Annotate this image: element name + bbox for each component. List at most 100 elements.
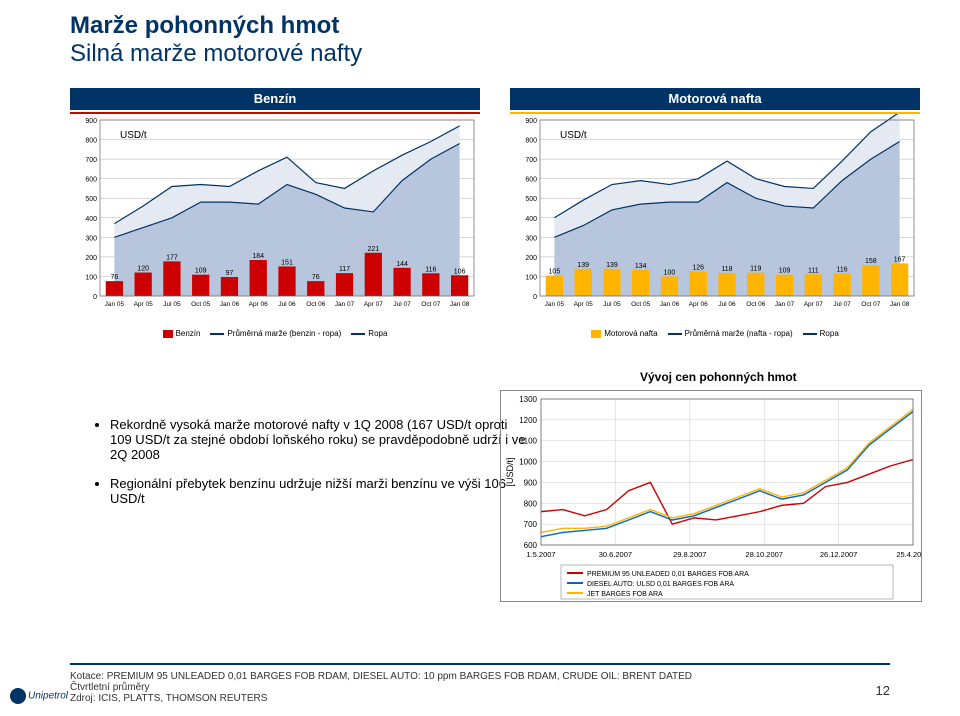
svg-text:100: 100	[525, 274, 537, 281]
svg-text:900: 900	[525, 118, 537, 125]
svg-text:167: 167	[894, 256, 906, 263]
svg-text:700: 700	[524, 520, 538, 529]
svg-text:700: 700	[85, 157, 97, 164]
svg-text:Oct 07: Oct 07	[861, 301, 881, 308]
footer-block: Kotace: PREMIUM 95 UNLEADED 0,01 BARGES …	[70, 663, 890, 704]
svg-text:139: 139	[577, 262, 589, 269]
svg-text:106: 106	[454, 268, 466, 275]
svg-text:Oct 06: Oct 06	[746, 301, 766, 308]
svg-text:Apr 05: Apr 05	[574, 301, 594, 308]
svg-text:109: 109	[779, 268, 791, 275]
svg-text:PREMIUM 95 UNLEADED 0,01 BARGE: PREMIUM 95 UNLEADED 0,01 BARGES FOB ARA	[587, 571, 749, 578]
svg-text:Jul 06: Jul 06	[278, 301, 296, 308]
footer-line2: Čtvrtletní průměry	[70, 682, 890, 693]
bullet-item: Regionální přebytek benzínu udržuje nižš…	[110, 476, 530, 506]
svg-text:800: 800	[85, 138, 97, 145]
footer-line3: Zdroj: ICIS, PLATTS, THOMSON REUTERS	[70, 693, 890, 704]
svg-text:97: 97	[226, 270, 234, 277]
svg-text:600: 600	[525, 177, 537, 184]
svg-text:Jan 06: Jan 06	[220, 301, 240, 308]
chart-benzin-legend: BenzínPrůměrná marže (benzin - ropa)Ropa	[70, 329, 480, 338]
svg-text:700: 700	[525, 157, 537, 164]
svg-text:0: 0	[93, 294, 97, 301]
svg-text:USD/t: USD/t	[120, 130, 147, 141]
svg-text:[USD/t]: [USD/t]	[505, 457, 515, 486]
logo-unipetrol: Unipetrol	[10, 688, 68, 704]
svg-text:0: 0	[533, 294, 537, 301]
svg-text:USD/t: USD/t	[560, 130, 587, 141]
svg-text:100: 100	[85, 274, 97, 281]
svg-text:Jul 07: Jul 07	[393, 301, 411, 308]
svg-text:184: 184	[252, 253, 264, 260]
svg-text:134: 134	[635, 263, 647, 270]
svg-text:109: 109	[195, 268, 207, 275]
vyvoj-title: Vývoj cen pohonných hmot	[640, 370, 797, 384]
svg-text:1000: 1000	[519, 458, 537, 467]
svg-text:Apr 07: Apr 07	[364, 301, 384, 308]
svg-text:900: 900	[524, 478, 538, 487]
svg-text:105: 105	[549, 268, 561, 275]
svg-text:Oct 06: Oct 06	[306, 301, 326, 308]
svg-text:100: 100	[664, 269, 676, 276]
svg-text:300: 300	[525, 235, 537, 242]
svg-text:118: 118	[721, 266, 732, 273]
svg-text:26.12.2007: 26.12.2007	[820, 550, 858, 559]
svg-text:151: 151	[281, 259, 293, 266]
page-number: 12	[876, 683, 890, 698]
svg-text:76: 76	[110, 274, 118, 281]
svg-text:139: 139	[606, 262, 618, 269]
svg-text:JET BARGES FOB ARA: JET BARGES FOB ARA	[587, 591, 663, 598]
svg-text:1100: 1100	[520, 437, 538, 446]
bullet-list: Rekordně vysoká marže motorové nafty v 1…	[70, 417, 530, 520]
title-line1: Marže pohonných hmot	[70, 12, 362, 40]
svg-text:Jul 07: Jul 07	[833, 301, 851, 308]
bullet-item: Rekordně vysoká marže motorové nafty v 1…	[110, 417, 530, 462]
footer-line1: Kotace: PREMIUM 95 UNLEADED 0,01 BARGES …	[70, 671, 890, 682]
svg-text:1300: 1300	[519, 395, 537, 404]
svg-text:30.6.2007: 30.6.2007	[599, 550, 632, 559]
svg-text:76: 76	[312, 274, 320, 281]
svg-text:800: 800	[524, 499, 538, 508]
chart-nafta: Motorová nafta 0100200300400500600700800…	[510, 88, 920, 338]
svg-text:177: 177	[166, 254, 178, 261]
svg-text:Jan 05: Jan 05	[545, 301, 565, 308]
svg-text:Apr 06: Apr 06	[689, 301, 709, 308]
svg-text:29.8.2007: 29.8.2007	[673, 550, 706, 559]
svg-text:Oct 05: Oct 05	[631, 301, 651, 308]
chart-nafta-header: Motorová nafta	[510, 88, 920, 110]
svg-text:Jan 06: Jan 06	[660, 301, 680, 308]
svg-text:144: 144	[396, 261, 408, 268]
svg-text:600: 600	[524, 541, 538, 550]
svg-text:Jul 05: Jul 05	[163, 301, 181, 308]
svg-text:400: 400	[525, 216, 537, 223]
svg-text:28.10.2007: 28.10.2007	[745, 550, 783, 559]
vyvoj-chart: 600 700 800 900 1000 1100 1200 1300 1.5.2007 30.6…	[500, 390, 922, 602]
svg-text:25.4.2008: 25.4.2008	[896, 550, 921, 559]
svg-text:400: 400	[85, 216, 97, 223]
svg-text:Apr 05: Apr 05	[134, 301, 154, 308]
title-line2: Silná marže motorové nafty	[70, 40, 362, 68]
svg-text:200: 200	[525, 255, 537, 262]
svg-text:Jan 07: Jan 07	[775, 301, 795, 308]
svg-text:1200: 1200	[519, 416, 537, 425]
logo-text: Unipetrol	[28, 691, 68, 702]
chart-benzin-header: Benzín	[70, 88, 480, 110]
svg-text:126: 126	[692, 264, 704, 271]
svg-text:119: 119	[750, 266, 761, 273]
svg-text:300: 300	[85, 235, 97, 242]
chart-benzin-plot: 0100200300400500600700800900761201771099…	[70, 114, 480, 324]
svg-text:116: 116	[836, 266, 847, 273]
svg-text:1.5.2007: 1.5.2007	[526, 550, 555, 559]
svg-text:221: 221	[367, 246, 379, 253]
svg-text:900: 900	[85, 118, 97, 125]
svg-text:111: 111	[808, 267, 819, 274]
svg-text:Oct 05: Oct 05	[191, 301, 211, 308]
svg-text:158: 158	[865, 258, 877, 265]
title-block: Marže pohonných hmot Silná marže motorov…	[70, 12, 362, 68]
svg-text:117: 117	[339, 266, 350, 273]
svg-text:800: 800	[525, 138, 537, 145]
svg-text:Jan 07: Jan 07	[335, 301, 355, 308]
svg-text:Jul 05: Jul 05	[603, 301, 621, 308]
svg-text:Jan 05: Jan 05	[105, 301, 125, 308]
chart-nafta-legend: Motorová naftaPrůměrná marže (nafta - ro…	[510, 329, 920, 338]
